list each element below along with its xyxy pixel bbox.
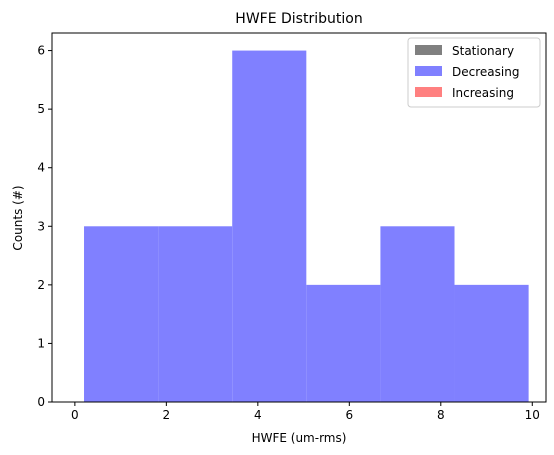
- legend-entry-label: Decreasing: [452, 65, 519, 79]
- bars-group: [84, 50, 529, 402]
- histogram-bar: [232, 50, 307, 402]
- x-tick-label: 8: [437, 408, 445, 422]
- histogram-bar: [158, 226, 233, 402]
- y-tick-label: 1: [37, 336, 45, 350]
- y-tick-label: 4: [37, 161, 45, 175]
- x-tick-label: 6: [345, 408, 353, 422]
- x-axis-label: HWFE (um-rms): [252, 431, 347, 445]
- legend-swatch: [415, 45, 442, 55]
- x-tick-label: 2: [163, 408, 171, 422]
- legend-entry-label: Increasing: [452, 86, 514, 100]
- histogram-bar: [454, 284, 529, 402]
- legend-swatch: [415, 66, 442, 76]
- legend-entry-label: Stationary: [452, 44, 514, 58]
- chart-title: HWFE Distribution: [235, 11, 362, 27]
- histogram-bar: [84, 226, 159, 402]
- plot-frame: [51, 32, 547, 403]
- y-tick-label: 3: [37, 219, 45, 233]
- histogram-bar: [380, 226, 455, 402]
- y-tick-label: 5: [37, 102, 45, 116]
- legend-swatch: [415, 87, 442, 97]
- y-tick-label: 6: [37, 44, 45, 58]
- legend: Stationary Decreasing Increasing: [407, 37, 541, 108]
- histogram-bar: [306, 284, 381, 402]
- y-axis-ticks: 0 1 2 3 4 5 6: [37, 44, 52, 409]
- x-tick-label: 4: [254, 408, 262, 422]
- y-tick-label: 2: [37, 278, 45, 292]
- x-tick-label: 10: [525, 408, 540, 422]
- x-axis-ticks: 0 2 4 6 8 10: [71, 402, 540, 422]
- x-tick-label: 0: [71, 408, 79, 422]
- y-tick-label: 0: [37, 395, 45, 409]
- y-axis-label: Counts (#): [11, 185, 25, 250]
